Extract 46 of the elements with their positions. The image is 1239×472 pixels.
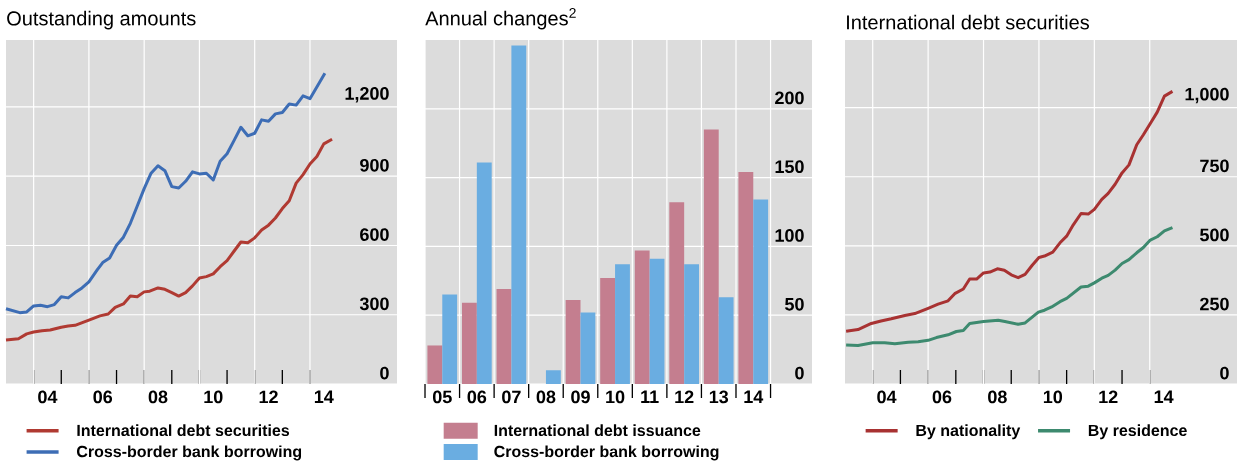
x-tick-label: 07: [502, 390, 521, 404]
x-tick-label: 10: [1043, 390, 1063, 404]
x-tick-label: 14: [314, 390, 334, 403]
legend-label: By nationality: [916, 424, 1021, 440]
legend-label: International debt securities: [77, 424, 290, 437]
x-tick-label: 06: [932, 390, 952, 404]
x-tick-label: 11: [641, 390, 659, 403]
y-tick-label: 600: [360, 228, 389, 241]
x-tick-label: 08: [148, 390, 168, 404]
chart-title: International debt securities: [847, 14, 1090, 30]
y-tick-label: 0: [1220, 366, 1229, 380]
y-tick-label: 0: [795, 366, 804, 380]
x-tick-label: 04: [877, 390, 897, 404]
x-tick-label: 05: [432, 390, 452, 404]
y-tick-label: 200: [775, 91, 804, 105]
y-tick-label: 100: [775, 229, 804, 242]
y-tick-label: 750: [1200, 159, 1229, 173]
x-tick-label: 09: [571, 390, 590, 404]
x-tick-label: 08: [988, 390, 1007, 404]
y-tick-label: 50: [785, 297, 804, 311]
chart-title: Annual changes$^{2}$: [425, 8, 576, 30]
legend-label: By residence: [1088, 424, 1187, 440]
y-tick-label: 1,000: [1185, 87, 1229, 104]
legend-label: International debt issuance: [494, 424, 701, 437]
chart-title: Outstanding amounts: [7, 10, 196, 30]
y-tick-label: 300: [359, 297, 389, 311]
x-tick-label: 10: [606, 390, 625, 404]
x-tick-label: 13: [709, 390, 729, 404]
x-tick-label: 08: [536, 390, 556, 404]
legend-label: Cross-border bank borrowing: [494, 445, 719, 461]
y-tick-label: 500: [1200, 228, 1229, 242]
x-tick-label: 10: [204, 390, 223, 404]
x-tick-label: 12: [1099, 390, 1118, 404]
x-tick-label: 06: [467, 390, 487, 404]
x-tick-label: 14: [1154, 390, 1174, 403]
legend-label: Cross-border bank borrowing: [77, 445, 302, 461]
y-tick-label: 250: [1200, 297, 1229, 311]
x-tick-label: 06: [93, 390, 113, 404]
x-tick-label: 12: [259, 390, 278, 404]
y-tick-label: 0: [380, 366, 389, 380]
y-tick-label: 150: [775, 160, 804, 174]
y-tick-label: 900: [360, 158, 389, 172]
x-tick-label: 12: [675, 390, 694, 404]
x-tick-label: 14: [744, 390, 764, 403]
y-tick-label: 1,200: [345, 87, 389, 103]
x-tick-label: 04: [38, 390, 58, 404]
